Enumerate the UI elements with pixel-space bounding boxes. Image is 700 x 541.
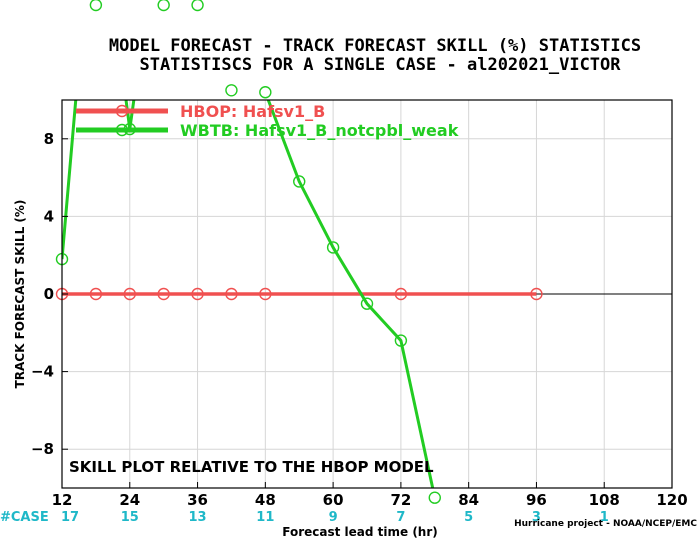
x-tick-label: 48 — [255, 491, 276, 509]
data-point-hbop — [89, 287, 103, 301]
case-counts: 17 15 13 11 9 7 5 3 1 — [61, 510, 609, 525]
legend-label-wbtb: WBTB: Hafsv1_B_notcpbl_weak — [180, 121, 459, 140]
data-point-wbtb — [428, 491, 441, 504]
chart-title-line-2: STATISTISCS FOR A SINGLE CASE - al202021… — [139, 55, 621, 75]
y-tick-label: −4 — [31, 363, 54, 381]
data-point-hbop — [530, 287, 543, 301]
case-count: 15 — [121, 510, 139, 525]
x-tick-label: 12 — [52, 491, 73, 509]
x-tick-label: 72 — [390, 491, 411, 509]
x-axis-label: Forecast lead time (hr) — [282, 525, 438, 539]
legend: HBOP: Hafsv1_B WBTB: Hafsv1_B_notcpbl_we… — [76, 102, 459, 140]
data-point-wbtb — [191, 0, 204, 12]
x-tick-label: 24 — [119, 491, 140, 509]
y-tick-label: 4 — [44, 207, 54, 225]
data-point-hbop — [259, 287, 272, 301]
y-tick-label: 0 — [44, 285, 54, 303]
data-point-wbtb — [225, 84, 238, 97]
x-axis-ticks: 12 24 36 48 60 72 84 96 108 120 — [52, 482, 688, 509]
case-count: 13 — [189, 510, 207, 525]
data-point-wbtb — [360, 297, 374, 310]
data-point-hbop — [191, 287, 204, 301]
credit-text: Hurricane project - NOAA/NCEP/EMC — [514, 519, 697, 529]
data-point-hbop — [394, 287, 408, 301]
data-point-wbtb — [89, 0, 103, 12]
y-tick-label: 8 — [44, 130, 54, 148]
data-point-wbtb — [394, 334, 408, 347]
x-tick-label: 120 — [656, 491, 687, 509]
series-line-wbtb — [62, 100, 435, 488]
data-point-hbop — [157, 287, 170, 301]
x-tick-label: 84 — [458, 491, 479, 509]
case-count: 11 — [256, 510, 274, 525]
skill-annotation: SKILL PLOT RELATIVE TO THE HBOP MODEL — [69, 458, 434, 476]
case-count: 9 — [329, 510, 338, 525]
data-point-wbtb — [157, 0, 170, 12]
case-count: 5 — [464, 510, 473, 525]
chart-title-line-1: MODEL FORECAST - TRACK FORECAST SKILL (%… — [109, 36, 641, 56]
case-count: 7 — [396, 510, 405, 525]
x-tick-label: 96 — [526, 491, 547, 509]
case-count: 17 — [61, 510, 79, 525]
case-count: 3 — [532, 510, 541, 525]
x-tick-label: 108 — [589, 491, 620, 509]
case-label: #CASE — [0, 510, 49, 525]
legend-marker-hbop — [115, 104, 129, 118]
y-tick-label: −8 — [31, 440, 54, 458]
data-point-wbtb — [259, 86, 272, 99]
x-tick-label: 60 — [323, 491, 344, 509]
y-axis-label: TRACK FORECAST SKILL (%) — [13, 200, 27, 389]
data-point-wbtb — [293, 175, 306, 188]
legend-marker-wbtb — [115, 123, 129, 137]
series-lines — [62, 100, 537, 488]
y-axis-ticks: −8 −4 0 4 8 — [31, 130, 68, 458]
data-point-wbtb — [326, 241, 340, 254]
case-count: 1 — [600, 510, 609, 525]
legend-label-hbop: HBOP: Hafsv1_B — [180, 102, 325, 121]
x-tick-label: 36 — [187, 491, 208, 509]
data-point-hbop — [225, 287, 238, 301]
data-point-hbop — [123, 287, 136, 301]
